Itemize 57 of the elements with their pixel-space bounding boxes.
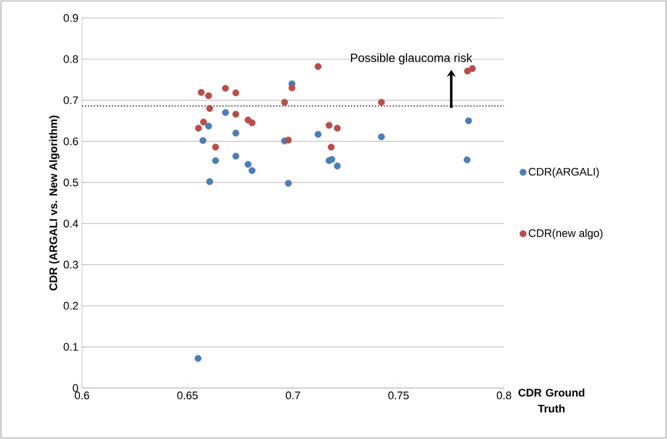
point: [222, 84, 229, 92]
point: [464, 68, 471, 74]
point: [232, 89, 240, 96]
point: [334, 124, 341, 132]
point: [465, 117, 472, 124]
x-tick-label: 0.65: [177, 392, 198, 400]
point: [284, 136, 292, 144]
y-tick-label: 0.1: [64, 343, 78, 351]
point: [232, 152, 240, 160]
y-tick-label: 0.8: [64, 55, 78, 63]
point: [284, 180, 292, 187]
point: [244, 160, 252, 168]
point: [205, 92, 212, 100]
y-tick-label: 0.7: [64, 96, 78, 104]
point: [334, 162, 341, 170]
point: [194, 355, 202, 362]
point: [378, 133, 385, 140]
x-tick-label: 0.75: [388, 392, 409, 400]
y-tick-label: 0.3: [64, 260, 78, 269]
point: [248, 167, 256, 174]
y-axis-title: CDR (ARGALI vs. New Algorithm): [49, 116, 60, 290]
y-tick-label: 0: [72, 384, 78, 392]
y-tick-label: 0.6: [64, 137, 78, 146]
point: [464, 156, 470, 164]
y-tick-label: 0.9: [64, 14, 78, 22]
point: [328, 144, 335, 150]
point: [326, 122, 332, 129]
point: [314, 130, 322, 138]
point: [232, 110, 240, 118]
x-axis-title: CDR Ground Truth: [518, 388, 584, 413]
legend-label: CDR(ARGALI): [528, 168, 599, 178]
point: [206, 178, 214, 186]
point: [205, 122, 212, 130]
point: [288, 84, 296, 92]
y-tick-label: 0.5: [64, 178, 78, 186]
y-tick-label: 0.2: [64, 302, 78, 310]
annotation: Possible glaucoma risk: [351, 53, 472, 64]
point: [232, 130, 240, 137]
point: [222, 109, 229, 116]
point: [195, 124, 202, 132]
legend-label: CDR(new algo): [528, 228, 602, 240]
point: [314, 63, 322, 70]
y-tick-label: 0.4: [64, 220, 78, 228]
point: [206, 105, 214, 112]
point: [328, 156, 336, 163]
x-tick-label: 0.7: [286, 392, 300, 400]
point: [212, 157, 219, 164]
point: [378, 98, 385, 106]
point: [281, 98, 288, 106]
point: [200, 137, 206, 144]
point: [248, 119, 256, 126]
point: [198, 89, 205, 96]
point: [200, 118, 207, 126]
point: [468, 65, 476, 72]
point: [212, 144, 219, 150]
x-tick-label: 0.8: [496, 392, 512, 400]
x-tick-label: 0.6: [74, 392, 90, 400]
